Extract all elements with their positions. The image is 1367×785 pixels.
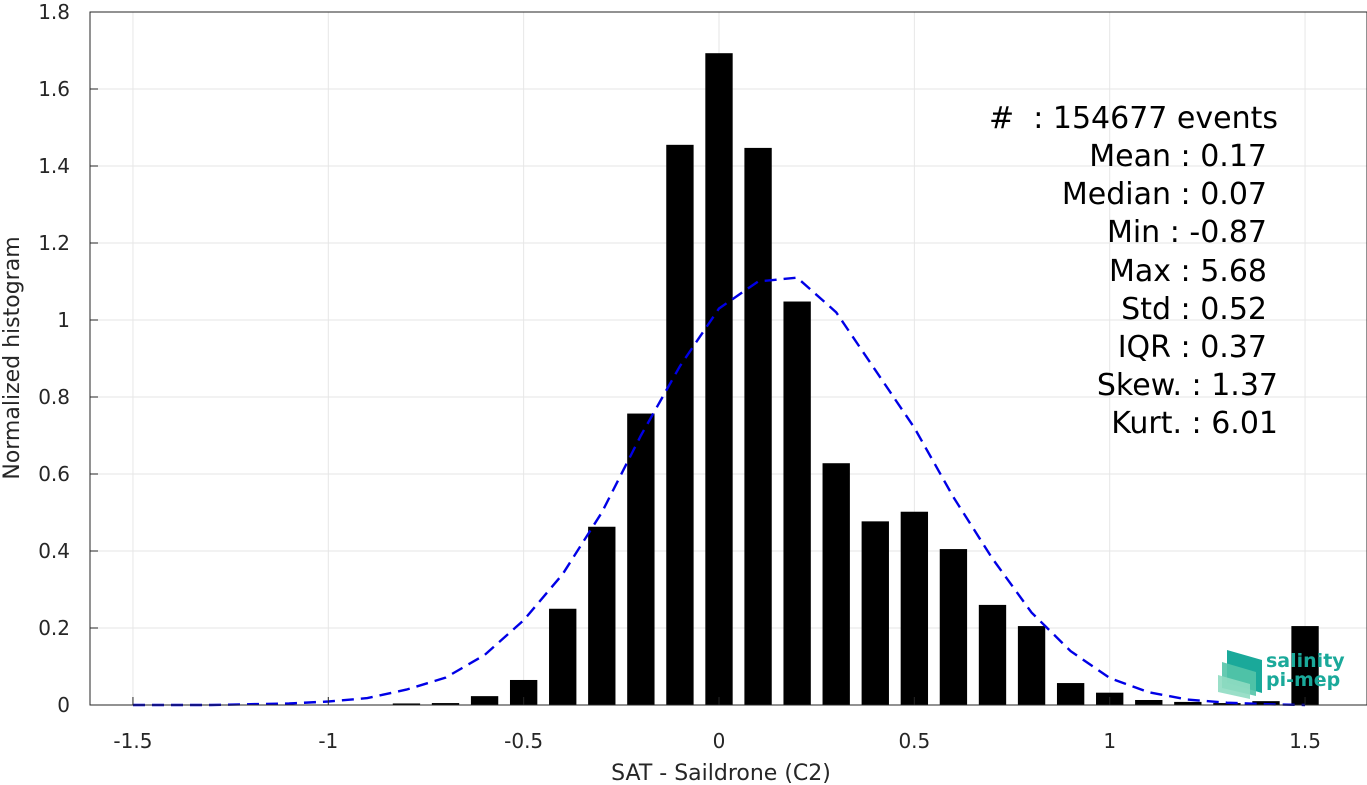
stat-median: Median : 0.07 — [1062, 177, 1267, 212]
x-axis-title: SAT - Saildrone (C2) — [611, 761, 831, 785]
y-axis-title: Normalized histogram — [0, 236, 25, 479]
histogram-bar-16 — [744, 147, 772, 705]
x-tick-label-3: 0 — [713, 729, 726, 753]
stat-min: Min : -0.87 — [1107, 215, 1267, 250]
histogram-bar-9 — [470, 696, 499, 705]
histogram-bar-19 — [861, 521, 889, 705]
histogram-bar-14 — [666, 144, 694, 705]
y-tick-label-0: 0 — [57, 693, 70, 717]
stat-skew: Skew. : 1.37 — [1097, 368, 1278, 403]
y-tick-label-4: 0.8 — [38, 385, 70, 409]
stat-events: # : 154677 events — [989, 101, 1278, 136]
x-axis-ticks: -1.5 -1 -0.5 0 0.5 1 1.5 — [113, 697, 1321, 753]
histogram-bar-26 — [1135, 699, 1163, 705]
plot-frame — [89, 11, 1367, 706]
stat-std: Std : 0.52 — [1121, 292, 1267, 327]
histogram-bar-18 — [822, 463, 850, 705]
y-tick-label-3: 0.6 — [38, 462, 70, 486]
stat-kurt: Kurt. : 6.01 — [1111, 406, 1278, 441]
x-tick-label-4: 0.5 — [898, 729, 930, 753]
statistics-panel: # : 154677 events Mean : 0.17 Median : 0… — [989, 101, 1278, 441]
histogram-bar-24 — [1056, 683, 1085, 705]
histogram-bar-15 — [705, 53, 733, 705]
histogram-bar-11 — [549, 608, 577, 705]
axes-frame — [89, 11, 1367, 706]
histogram-bars — [353, 53, 1319, 706]
y-tick-label-8: 1.6 — [38, 77, 70, 101]
x-tick-label-1: -1 — [318, 729, 338, 753]
logo-line-1: salinity — [1266, 650, 1345, 672]
histogram-bar-20 — [900, 511, 929, 705]
histogram-bar-12 — [588, 526, 616, 705]
y-tick-label-6: 1.2 — [38, 231, 70, 255]
x-tick-label-5: 1 — [1103, 729, 1116, 753]
histogram-bar-27 — [1174, 701, 1202, 705]
stat-mean: Mean : 0.17 — [1089, 139, 1267, 174]
histogram-bar-23 — [1017, 626, 1046, 705]
y-tick-label-5: 1 — [57, 308, 70, 332]
histogram-bar-17 — [783, 301, 811, 705]
histogram-bar-21 — [939, 549, 968, 705]
x-tick-label-0: -1.5 — [113, 729, 152, 753]
y-axis-ticks: 0 0.2 0.4 0.6 0.8 1 1.2 1.4 1.6 1.8 — [38, 0, 98, 717]
stat-max: Max : 5.68 — [1109, 254, 1267, 289]
histogram-bar-22 — [978, 604, 1007, 705]
y-tick-label-1: 0.2 — [38, 616, 70, 640]
x-tick-label-2: -0.5 — [504, 729, 543, 753]
logo-line-2: pi-mep — [1266, 669, 1340, 691]
y-tick-label-2: 0.4 — [38, 539, 70, 563]
histogram-bar-13 — [627, 413, 655, 705]
wave-icon — [1218, 650, 1262, 699]
histogram-bar-30 — [1291, 626, 1319, 705]
histogram-bar-28 — [1213, 703, 1241, 705]
histogram-bar-7 — [392, 703, 421, 705]
salinity-pi-mep-logo: salinity pi-mep — [1218, 650, 1345, 699]
y-tick-label-7: 1.4 — [38, 154, 70, 178]
histogram-bar-8 — [431, 703, 460, 705]
x-tick-label-6: 1.5 — [1289, 729, 1321, 753]
stat-iqr: IQR : 0.37 — [1118, 330, 1267, 365]
y-tick-label-9: 1.8 — [38, 0, 70, 24]
